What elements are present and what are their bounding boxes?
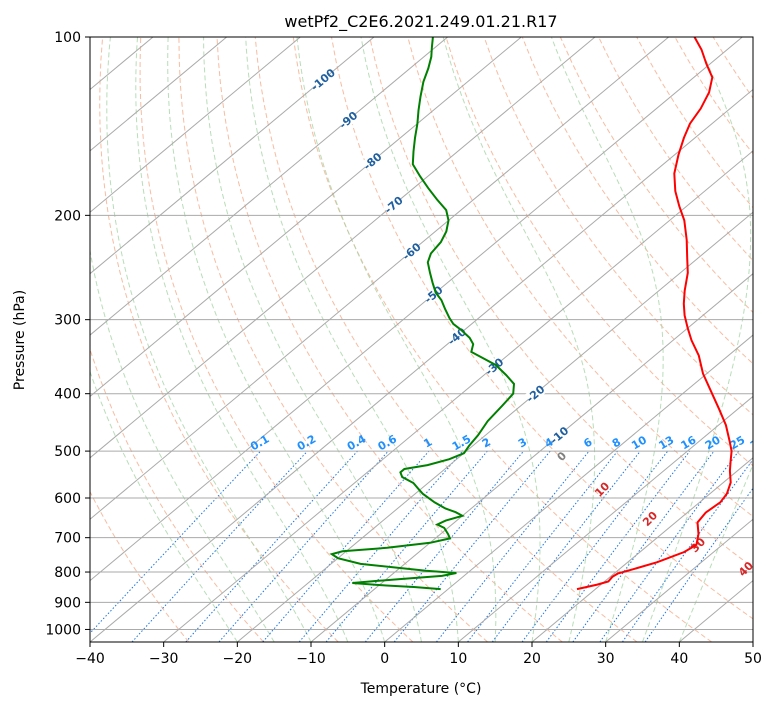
y-tick-label: 400: [54, 387, 81, 403]
isotherm-line: [605, 518, 753, 642]
moist-adiabat: [90, 247, 275, 642]
mixing-ratio-label: 30: [748, 433, 768, 452]
x-tick-label: 10: [449, 651, 467, 667]
x-tick-label: −10: [296, 651, 326, 667]
x-axis-ticks: −40 −30 −20 −10 0 10 20 30 40 50: [75, 642, 762, 667]
moist-adiabat: [550, 37, 664, 642]
plot-area: -100-90-80-70-60-50-40-30-20-10010203040…: [90, 37, 768, 642]
y-tick-label: 200: [54, 208, 81, 224]
x-tick-label: 50: [744, 651, 762, 667]
x-tick-label: −40: [75, 651, 105, 667]
mixing-ratio-line: [90, 450, 261, 634]
temperature-profile-line: [576, 37, 733, 591]
isotherm-line: [90, 37, 375, 275]
dry-adiabat: [139, 37, 414, 642]
mixing-ratio-line: [621, 458, 753, 642]
moist-adiabat: [90, 370, 238, 642]
mixing-ratio-line: [325, 450, 488, 642]
y-tick-label: 800: [54, 565, 81, 581]
y-tick-label: 700: [54, 531, 81, 547]
x-tick-label: −20: [223, 651, 253, 667]
dry-adiabat: [216, 37, 563, 642]
isotherm-label-bg: [483, 356, 505, 377]
dry-adiabat: [254, 37, 638, 642]
moist-adiabat: [167, 37, 386, 642]
moist-adiabat: [360, 37, 541, 642]
isotherm-line: [237, 211, 753, 642]
moist-adiabat: [296, 37, 497, 642]
dry-adiabat: [331, 37, 753, 620]
y-tick-label: 100: [54, 30, 81, 46]
x-axis-label: Temperature (°C): [360, 681, 482, 697]
isotherm-line: [163, 150, 753, 642]
isotherm-label-bg: [422, 284, 445, 305]
isotherm-line: [310, 273, 753, 642]
y-tick-label: 500: [54, 444, 81, 460]
y-tick-label: 1000: [45, 622, 81, 638]
isotherm-label-bg: [548, 424, 570, 446]
y-axis-label: Pressure (hPa): [12, 290, 28, 390]
isotherm-line: [531, 457, 753, 642]
x-tick-label: 0: [380, 651, 389, 667]
moist-adiabat: [642, 37, 752, 642]
moist-adiabat: [442, 37, 596, 642]
x-tick-label: 40: [670, 651, 688, 667]
dry-adiabat: [99, 37, 339, 642]
isotherm-line: [90, 37, 301, 213]
dry-adiabat: [178, 37, 488, 642]
isotherm-label-bg: [337, 109, 359, 131]
y-axis-ticks: 100 200 300 400 500 600 700 800 900 1000: [45, 30, 90, 638]
isotherm-line: [90, 37, 596, 459]
dry-adiabat: [521, 37, 753, 365]
moist-adiabat: [203, 37, 422, 642]
pressure-gridlines: [90, 37, 753, 630]
dewpoint-profile-line: [329, 37, 516, 591]
dry-adiabat: [90, 347, 264, 642]
mixing-ratio-line: [599, 450, 740, 642]
mixing-ratio-line: [521, 450, 669, 642]
mixing-ratio-line: [393, 450, 551, 642]
y-tick-label: 600: [54, 491, 81, 507]
isotherm-line: [90, 37, 448, 336]
y-tick-label: 900: [54, 595, 81, 611]
dry-adiabat: [292, 37, 712, 642]
mixing-ratio-line: [572, 450, 715, 642]
x-tick-label: 30: [597, 651, 615, 667]
x-tick-label: −30: [149, 651, 179, 667]
isotherm-line: [384, 334, 753, 642]
dry-adiabat: [445, 37, 753, 467]
dry-adiabat: [369, 37, 753, 569]
isotherm-line: [458, 395, 753, 642]
chart-title: wetPf2_C2E6.2021.249.01.21.R17: [284, 12, 557, 32]
moist-adiabat: [135, 37, 349, 642]
isotherm-label-bg: [400, 240, 423, 262]
isotherm-label-bg: [312, 69, 334, 90]
mixing-ratio-line: [467, 450, 618, 642]
isotherm-line: [90, 37, 522, 398]
plot-frame: [89, 36, 754, 643]
mixing-ratio-line: [545, 450, 691, 642]
isotherm-line: [90, 37, 669, 520]
isotherm-line: [90, 37, 743, 582]
isotherm-label-bg: [361, 150, 384, 172]
mixing-ratio-line: [218, 450, 389, 642]
y-tick-label: 300: [54, 313, 81, 329]
x-tick-label: 20: [523, 651, 541, 667]
isotherm-label-bg: [382, 194, 405, 216]
isotherm-label-bg: [524, 383, 547, 405]
isotherm-line: [90, 37, 227, 152]
